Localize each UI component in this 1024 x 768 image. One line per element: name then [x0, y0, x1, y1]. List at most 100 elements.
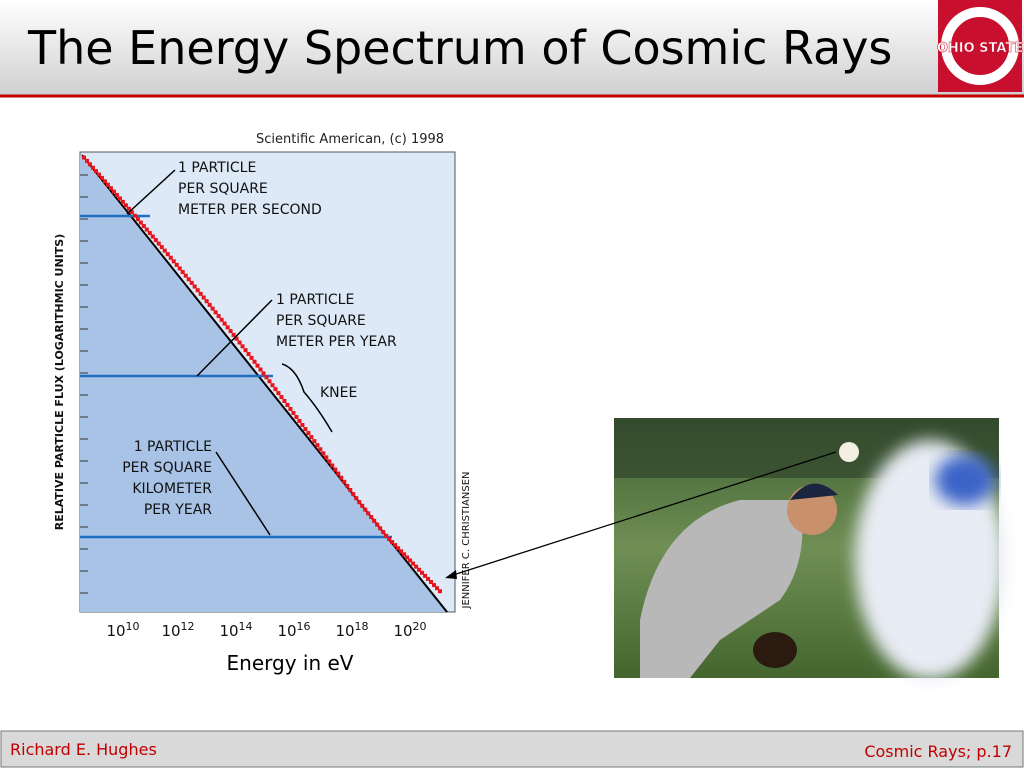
red-dot	[204, 299, 209, 304]
red-dot	[201, 295, 206, 300]
red-dot	[303, 427, 308, 432]
red-dot	[279, 395, 284, 400]
red-dot	[417, 567, 422, 572]
red-dot	[321, 451, 326, 456]
tick-base: 10	[335, 622, 354, 640]
red-dot	[180, 270, 185, 275]
annotation: 1 PARTICLE	[178, 160, 256, 176]
annotation: 1 PARTICLE	[276, 292, 354, 308]
tick-base: 10	[277, 622, 296, 640]
red-dot	[177, 266, 182, 271]
y-axis-label: RELATIVE PARTICLE FLUX (LOGARITHMIC UNIT…	[53, 234, 66, 530]
red-dot	[267, 379, 272, 384]
leader	[196, 299, 273, 377]
red-dot	[429, 580, 434, 585]
red-dot	[327, 459, 332, 464]
red-dot	[372, 518, 377, 523]
red-dot	[90, 165, 95, 170]
y-ticks	[80, 174, 88, 594]
red-dot	[273, 387, 278, 392]
red-dot	[165, 252, 170, 257]
red-dot	[312, 439, 317, 444]
annotation: KNEE	[320, 385, 357, 401]
red-dot	[378, 526, 383, 531]
red-dot	[354, 496, 359, 501]
red-dot	[222, 321, 227, 326]
red-dot	[120, 199, 125, 204]
red-dot	[405, 555, 410, 560]
annotation: METER PER SECOND	[178, 202, 322, 218]
red-dot	[318, 447, 323, 452]
red-dot	[117, 196, 122, 201]
logo-text: OHIO STATE	[937, 41, 1023, 56]
red-dot	[399, 549, 404, 554]
artist: JENNIFER C. CHRISTIANSEN	[461, 472, 472, 610]
leader	[215, 451, 271, 536]
red-dot	[381, 530, 386, 535]
tick-base: 10	[161, 622, 180, 640]
red-dot	[135, 217, 140, 222]
x-tick-label: 1016	[277, 620, 310, 640]
red-dot	[360, 503, 365, 508]
red-dot	[342, 479, 347, 484]
knee-brace	[281, 363, 333, 433]
x-tick-label: 1018	[335, 620, 368, 640]
red-dot	[357, 500, 362, 505]
red-dot	[339, 475, 344, 480]
red-dot	[246, 352, 251, 357]
x-tick-label: 1014	[219, 620, 252, 640]
red-dot	[282, 399, 287, 404]
red-dot	[438, 589, 442, 594]
red-dot	[93, 169, 98, 174]
red-dot	[114, 193, 119, 198]
red-dot	[231, 332, 236, 337]
red-dot	[141, 224, 146, 229]
red-dot	[414, 564, 419, 569]
red-dot	[96, 172, 101, 177]
red-dot	[396, 546, 401, 551]
red-dot	[123, 203, 128, 208]
red-dot	[330, 463, 335, 468]
red-dot	[393, 543, 398, 548]
annotation: PER YEAR	[144, 502, 212, 518]
red-dot	[336, 471, 341, 476]
red-dot	[138, 220, 143, 225]
red-dot	[198, 291, 203, 296]
red-dot	[192, 284, 197, 289]
red-dot	[294, 414, 299, 419]
red-dot	[213, 310, 218, 315]
arrow	[449, 451, 837, 577]
red-dot	[369, 515, 374, 520]
red-dot	[228, 329, 233, 334]
tick-exponent: 10	[126, 620, 140, 633]
red-dot	[108, 186, 113, 191]
red-dot	[84, 158, 89, 163]
red-dot	[156, 241, 161, 246]
tick-base: 10	[219, 622, 238, 640]
red-dot	[264, 375, 269, 380]
red-dot	[408, 558, 413, 563]
red-dot	[153, 238, 158, 243]
red-dot	[162, 248, 167, 253]
red-dot	[426, 576, 431, 581]
red-dot	[297, 418, 302, 423]
credit: Scientific American, (c) 1998	[256, 132, 444, 147]
red-dot	[147, 231, 152, 236]
red-dot	[237, 340, 242, 345]
x-tick-label: 1012	[161, 620, 194, 640]
red-dot	[258, 367, 263, 372]
red-dot	[345, 483, 350, 488]
red-dot	[315, 443, 320, 448]
red-dot	[291, 410, 296, 415]
red-dot	[240, 344, 245, 349]
annotation: PER SQUARE	[178, 181, 268, 197]
red-dot	[219, 317, 224, 322]
red-dot	[111, 189, 116, 194]
red-dot	[174, 262, 179, 267]
red-dot	[189, 280, 194, 285]
red-dot	[168, 255, 173, 260]
tick-exponent: 18	[355, 620, 369, 633]
tick-exponent: 12	[181, 620, 195, 633]
tick-exponent: 16	[297, 620, 311, 633]
